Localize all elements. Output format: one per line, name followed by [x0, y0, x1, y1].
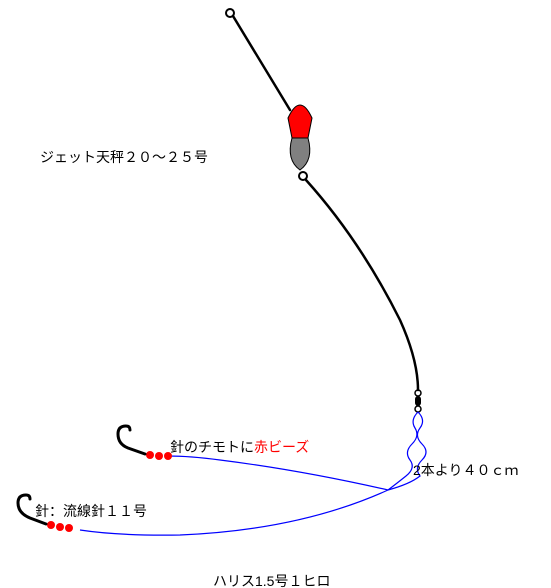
bead-upper-icon — [146, 451, 154, 459]
label-beads-red: 赤ビーズ — [254, 439, 309, 455]
label-harris-text: ハリス1.5号１ヒロ — [213, 573, 330, 588]
rig-diagram — [0, 0, 551, 588]
label-hook-text: 針：流線針１１号 — [35, 503, 147, 519]
label-hook: 針：流線針１１号 — [35, 501, 147, 521]
sinker-bottom-icon — [290, 138, 310, 170]
leader-upper — [168, 456, 388, 490]
hook-upper-icon — [118, 426, 145, 454]
bead-lower-icon — [47, 521, 55, 529]
label-sinker-text: ジェット天秤２０～２５号 — [40, 149, 208, 165]
main-line-lower — [306, 180, 418, 390]
label-twist: 2本より４０ｃｍ — [413, 460, 519, 480]
swivel-mid-ring-bottom-icon — [415, 406, 421, 412]
bead-lower-icon — [56, 523, 64, 531]
label-beads-pre: 針のチモトに — [170, 439, 254, 455]
label-twist-text: 2本より４０ｃｍ — [413, 462, 519, 478]
main-line-upper — [233, 16, 290, 110]
swivel-mid-body-icon — [415, 396, 421, 406]
bead-upper-icon — [155, 452, 163, 460]
bead-lower-icon — [65, 524, 73, 532]
label-harris: ハリス1.5号１ヒロ — [213, 571, 330, 588]
label-beads: 針のチモトに赤ビーズ — [170, 437, 309, 457]
label-sinker: ジェット天秤２０～２５号 — [40, 147, 208, 167]
sinker-top-icon — [288, 105, 312, 138]
